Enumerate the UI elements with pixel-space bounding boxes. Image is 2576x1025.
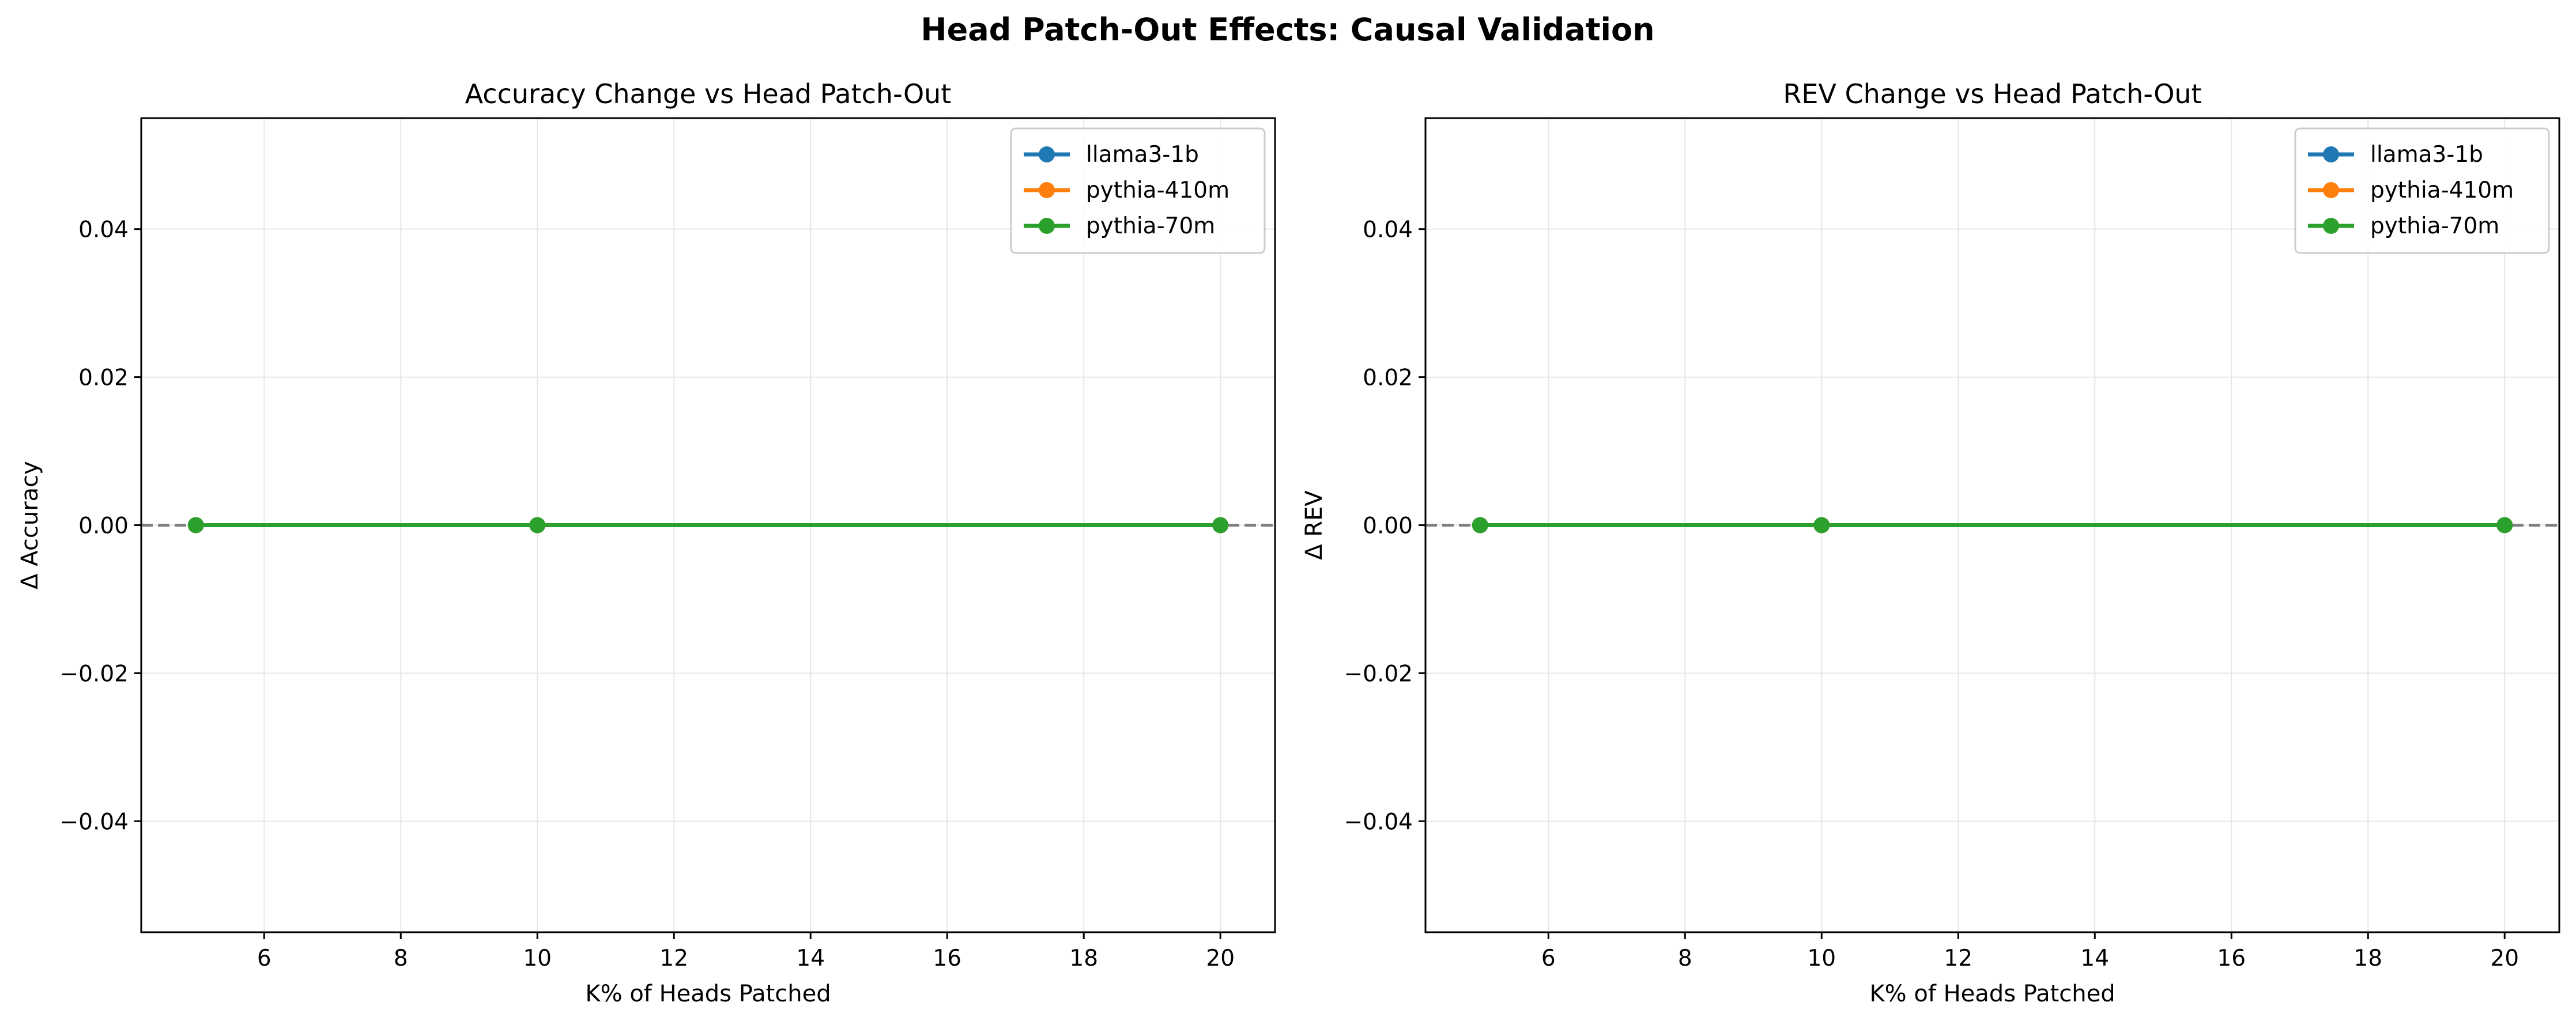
- y-tick-label-2: 0.00: [78, 513, 129, 539]
- data-point-pythia-70m-0: [1472, 517, 1488, 534]
- x-tick-label-3: 12: [1944, 945, 1972, 971]
- legend-label-pythia-70m: pythia-70m: [1086, 213, 1215, 239]
- x-tick-label-0: 6: [1541, 945, 1556, 971]
- y-tick-label-3: 0.02: [1363, 365, 1413, 391]
- y-tick-label-4: 0.04: [78, 217, 129, 243]
- legend-marker-llama3-1b: [2323, 146, 2339, 162]
- legend-label-pythia-70m: pythia-70m: [2370, 213, 2499, 239]
- chart-panel-1: 6 8 10 12 14 16 18 20 −0.04 −0.02 0.00 0.02 0.04 Accu…: [17, 78, 1276, 1007]
- x-tick-label-6: 18: [2354, 945, 2382, 971]
- data-point-pythia-70m-0: [187, 517, 204, 534]
- x-tick-label-1: 8: [394, 945, 408, 971]
- x-axis-label: K% of Heads Patched: [1869, 981, 2115, 1007]
- x-tick-label-2: 10: [523, 945, 552, 971]
- x-tick-label-7: 20: [2490, 945, 2519, 971]
- x-tick-label-4: 14: [2080, 945, 2109, 971]
- x-tick-label-2: 10: [1807, 945, 1836, 971]
- legend-label-pythia-410m: pythia-410m: [1086, 177, 1229, 203]
- x-tick-label-7: 20: [1206, 945, 1235, 971]
- legend-marker-pythia-70m: [1039, 218, 1055, 234]
- legend-marker-pythia-410m: [1039, 182, 1055, 198]
- legend: llama3-1b pythia-410m pythia-70m: [2294, 127, 2550, 254]
- legend-label-llama3-1b: llama3-1b: [1086, 142, 1199, 168]
- x-tick-label-6: 18: [1069, 945, 1098, 971]
- x-tick-label-5: 16: [933, 945, 961, 971]
- legend-marker-pythia-410m: [2323, 182, 2339, 198]
- y-tick-label-2: 0.00: [1363, 513, 1413, 539]
- y-tick-label-1: −0.02: [1344, 661, 1413, 687]
- y-tick-label-4: 0.04: [1363, 217, 1413, 243]
- y-tick-label-0: −0.04: [59, 809, 129, 835]
- data-point-pythia-70m-2: [2496, 517, 2513, 534]
- legend-label-pythia-410m: pythia-410m: [2370, 177, 2514, 203]
- y-axis-label: Δ Accuracy: [17, 461, 43, 589]
- x-tick-label-1: 8: [1678, 945, 1692, 971]
- figure-title: Head Patch-Out Effects: Causal Validatio…: [921, 12, 1654, 48]
- legend: llama3-1b pythia-410m pythia-70m: [1010, 127, 1266, 254]
- x-axis-label: K% of Heads Patched: [585, 981, 831, 1007]
- x-tick-label-5: 16: [2217, 945, 2246, 971]
- y-tick-label-1: −0.02: [59, 661, 129, 687]
- y-axis-label: Δ REV: [1301, 490, 1327, 560]
- legend-label-llama3-1b: llama3-1b: [2370, 142, 2483, 168]
- x-tick-label-3: 12: [659, 945, 688, 971]
- legend-box: [2294, 127, 2550, 254]
- data-point-pythia-70m-1: [1813, 517, 1830, 534]
- x-tick-label-4: 14: [796, 945, 825, 971]
- legend-marker-pythia-70m: [2323, 218, 2339, 234]
- legend-marker-llama3-1b: [1039, 146, 1055, 162]
- y-tick-label-3: 0.02: [78, 365, 129, 391]
- chart-panel-2: 6 8 10 12 14 16 18 20 −0.04 −0.02 0.00 0.02 0.04 REV …: [1301, 78, 2560, 1007]
- axes-title: REV Change vs Head Patch-Out: [1783, 78, 2201, 109]
- data-point-pythia-70m-2: [1212, 517, 1229, 534]
- legend-box: [1010, 127, 1266, 254]
- x-tick-label-0: 6: [257, 945, 271, 971]
- data-point-pythia-70m-1: [529, 517, 546, 534]
- y-tick-label-0: −0.04: [1344, 809, 1413, 835]
- axes-title: Accuracy Change vs Head Patch-Out: [465, 78, 952, 109]
